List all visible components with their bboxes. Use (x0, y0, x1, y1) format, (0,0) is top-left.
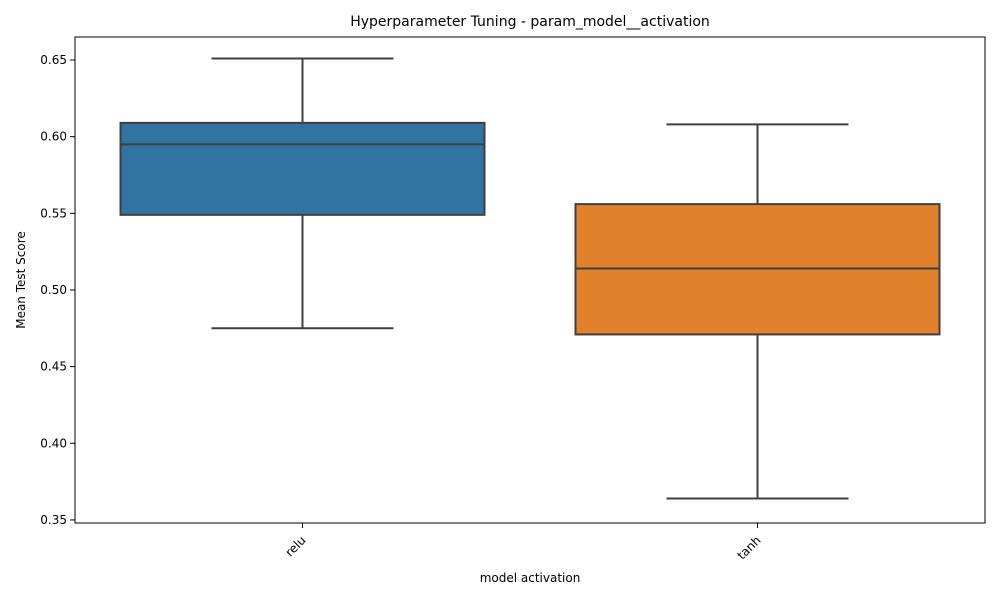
chart-title: Hyperparameter Tuning - param_model__act… (350, 14, 710, 30)
box-tanh (574, 123, 941, 500)
y-tick-label: 0.55 (40, 206, 67, 220)
box-series (119, 57, 941, 500)
y-tick-label: 0.45 (40, 360, 67, 374)
y-tick-label: 0.65 (40, 53, 67, 67)
y-tick-label: 0.35 (40, 513, 67, 527)
y-axis-ticks: 0.35 0.40 0.45 0.50 0.55 0.60 0.65 (40, 53, 75, 527)
x-axis-label: model activation (480, 571, 581, 585)
y-tick-label: 0.60 (40, 130, 67, 144)
x-axis-ticks: relu tanh (282, 523, 764, 562)
y-tick-label: 0.40 (40, 436, 67, 450)
x-tick-label: tanh (734, 533, 763, 562)
x-tick-label: relu (282, 533, 308, 559)
iqr-box (119, 121, 486, 216)
y-axis-label: Mean Test Score (14, 231, 28, 329)
box-relu (119, 57, 486, 330)
y-tick-label: 0.50 (40, 283, 67, 297)
plot-area-frame (74, 36, 986, 524)
